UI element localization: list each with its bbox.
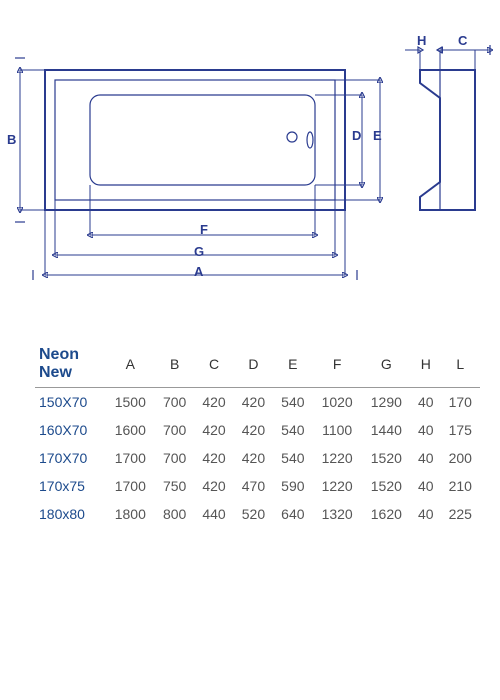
- value-cell: 420: [234, 388, 273, 417]
- model-cell: 180x80: [35, 500, 106, 528]
- model-cell: 160X70: [35, 416, 106, 444]
- table-header-row: Neon New ABCDEFGHL: [35, 340, 480, 388]
- dimensions-table: Neon New ABCDEFGHL 150X70150070042042054…: [35, 340, 480, 528]
- overflow-slot: [307, 132, 313, 148]
- column-header: L: [441, 340, 480, 388]
- value-cell: 1100: [313, 416, 362, 444]
- table-row: 150X7015007004204205401020129040170: [35, 388, 480, 417]
- value-cell: 170: [441, 388, 480, 417]
- value-cell: 1520: [362, 444, 411, 472]
- value-cell: 1620: [362, 500, 411, 528]
- column-header: B: [155, 340, 194, 388]
- value-cell: 420: [194, 472, 233, 500]
- table-row: 170x7517007504204705901220152040210: [35, 472, 480, 500]
- value-cell: 750: [155, 472, 194, 500]
- table-row: 170X7017007004204205401220152040200: [35, 444, 480, 472]
- value-cell: 210: [441, 472, 480, 500]
- value-cell: 520: [234, 500, 273, 528]
- value-cell: 40: [411, 444, 441, 472]
- value-cell: 40: [411, 500, 441, 528]
- drain-circle: [287, 132, 297, 142]
- value-cell: 420: [194, 416, 233, 444]
- value-cell: 470: [234, 472, 273, 500]
- value-cell: 590: [273, 472, 312, 500]
- value-cell: 1440: [362, 416, 411, 444]
- label-A: A: [194, 264, 203, 279]
- value-cell: 540: [273, 444, 312, 472]
- value-cell: 40: [411, 388, 441, 417]
- value-cell: 540: [273, 416, 312, 444]
- column-header: G: [362, 340, 411, 388]
- value-cell: 40: [411, 416, 441, 444]
- value-cell: 420: [194, 388, 233, 417]
- model-cell: 170x75: [35, 472, 106, 500]
- value-cell: 1600: [106, 416, 155, 444]
- value-cell: 700: [155, 388, 194, 417]
- column-header: A: [106, 340, 155, 388]
- model-cell: 170X70: [35, 444, 106, 472]
- drawing-svg: [0, 0, 500, 320]
- tub-basin-rect: [90, 95, 315, 185]
- value-cell: 1800: [106, 500, 155, 528]
- value-cell: 1700: [106, 444, 155, 472]
- value-cell: 1500: [106, 388, 155, 417]
- value-cell: 225: [441, 500, 480, 528]
- value-cell: 420: [234, 444, 273, 472]
- value-cell: 1220: [313, 472, 362, 500]
- table-row: 160X7016007004204205401100144040175: [35, 416, 480, 444]
- column-header: E: [273, 340, 312, 388]
- value-cell: 1020: [313, 388, 362, 417]
- value-cell: 1320: [313, 500, 362, 528]
- table-body: 150X7015007004204205401020129040170160X7…: [35, 388, 480, 529]
- column-header: D: [234, 340, 273, 388]
- tub-rim-rect: [55, 80, 335, 200]
- value-cell: 40: [411, 472, 441, 500]
- dimensions-table-container: Neon New ABCDEFGHL 150X70150070042042054…: [0, 320, 500, 528]
- value-cell: 700: [155, 416, 194, 444]
- column-header: C: [194, 340, 233, 388]
- model-cell: 150X70: [35, 388, 106, 417]
- value-cell: 700: [155, 444, 194, 472]
- value-cell: 640: [273, 500, 312, 528]
- value-cell: 175: [441, 416, 480, 444]
- label-D: D: [352, 128, 361, 143]
- value-cell: 540: [273, 388, 312, 417]
- technical-drawing: B A G F D E C H: [0, 0, 500, 320]
- value-cell: 420: [194, 444, 233, 472]
- value-cell: 440: [194, 500, 233, 528]
- label-B: B: [7, 132, 16, 147]
- value-cell: 1700: [106, 472, 155, 500]
- label-G: G: [194, 244, 204, 259]
- label-F: F: [200, 222, 208, 237]
- value-cell: 1290: [362, 388, 411, 417]
- value-cell: 1220: [313, 444, 362, 472]
- value-cell: 420: [234, 416, 273, 444]
- label-E: E: [373, 128, 382, 143]
- value-cell: 800: [155, 500, 194, 528]
- column-header: F: [313, 340, 362, 388]
- tub-side-profile: [420, 70, 475, 210]
- product-title: Neon New: [35, 340, 106, 388]
- value-cell: 1520: [362, 472, 411, 500]
- table-row: 180x8018008004405206401320162040225: [35, 500, 480, 528]
- label-H: H: [417, 33, 426, 48]
- column-header: H: [411, 340, 441, 388]
- label-C: C: [458, 33, 467, 48]
- value-cell: 200: [441, 444, 480, 472]
